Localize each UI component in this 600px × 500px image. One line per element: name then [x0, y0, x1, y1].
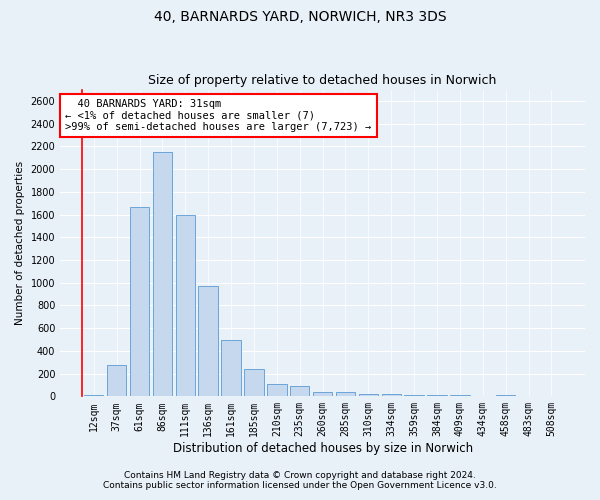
Text: 40, BARNARDS YARD, NORWICH, NR3 3DS: 40, BARNARDS YARD, NORWICH, NR3 3DS [154, 10, 446, 24]
Text: Contains HM Land Registry data © Crown copyright and database right 2024.
Contai: Contains HM Land Registry data © Crown c… [103, 470, 497, 490]
Bar [496, 394, 515, 396]
Bar [152, 152, 172, 396]
X-axis label: Distribution of detached houses by size in Norwich: Distribution of detached houses by size … [173, 442, 473, 455]
Text: 40 BARNARDS YARD: 31sqm
← <1% of detached houses are smaller (7)
>99% of semi-de: 40 BARNARDS YARD: 31sqm ← <1% of detache… [65, 99, 371, 132]
Bar [130, 206, 149, 396]
Title: Size of property relative to detached houses in Norwich: Size of property relative to detached ho… [148, 74, 497, 87]
Bar [313, 392, 332, 396]
Bar [382, 394, 401, 396]
Bar [221, 340, 241, 396]
Bar [404, 395, 424, 396]
Bar [450, 395, 470, 396]
Bar [290, 386, 310, 396]
Bar [427, 394, 447, 396]
Bar [199, 286, 218, 397]
Y-axis label: Number of detached properties: Number of detached properties [15, 161, 25, 325]
Bar [107, 364, 127, 396]
Bar [176, 214, 195, 396]
Bar [84, 394, 103, 396]
Bar [336, 392, 355, 396]
Bar [244, 369, 263, 396]
Bar [267, 384, 287, 396]
Bar [359, 394, 378, 396]
